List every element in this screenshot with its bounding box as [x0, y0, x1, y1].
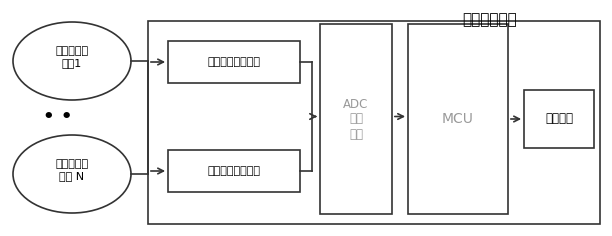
- Text: 薄膜压力传
感器 N: 薄膜压力传 感器 N: [56, 159, 89, 181]
- Ellipse shape: [13, 135, 131, 213]
- Text: 薄膜压力传
感器1: 薄膜压力传 感器1: [56, 46, 89, 68]
- Bar: [320, 24, 392, 214]
- Text: ADC
模数
转换: ADC 模数 转换: [343, 97, 368, 140]
- Text: • •: • •: [43, 108, 73, 126]
- Ellipse shape: [13, 22, 131, 100]
- Bar: [168, 150, 300, 192]
- Bar: [408, 24, 508, 214]
- Text: MCU: MCU: [442, 112, 474, 126]
- Bar: [148, 21, 600, 224]
- Text: 压力信号放大电路: 压力信号放大电路: [207, 57, 261, 67]
- Text: 压力检测模块: 压力检测模块: [463, 12, 517, 27]
- Bar: [524, 90, 594, 148]
- Text: 压力信号放大电路: 压力信号放大电路: [207, 166, 261, 176]
- Bar: [168, 41, 300, 83]
- Text: 通讯接口: 通讯接口: [545, 113, 573, 126]
